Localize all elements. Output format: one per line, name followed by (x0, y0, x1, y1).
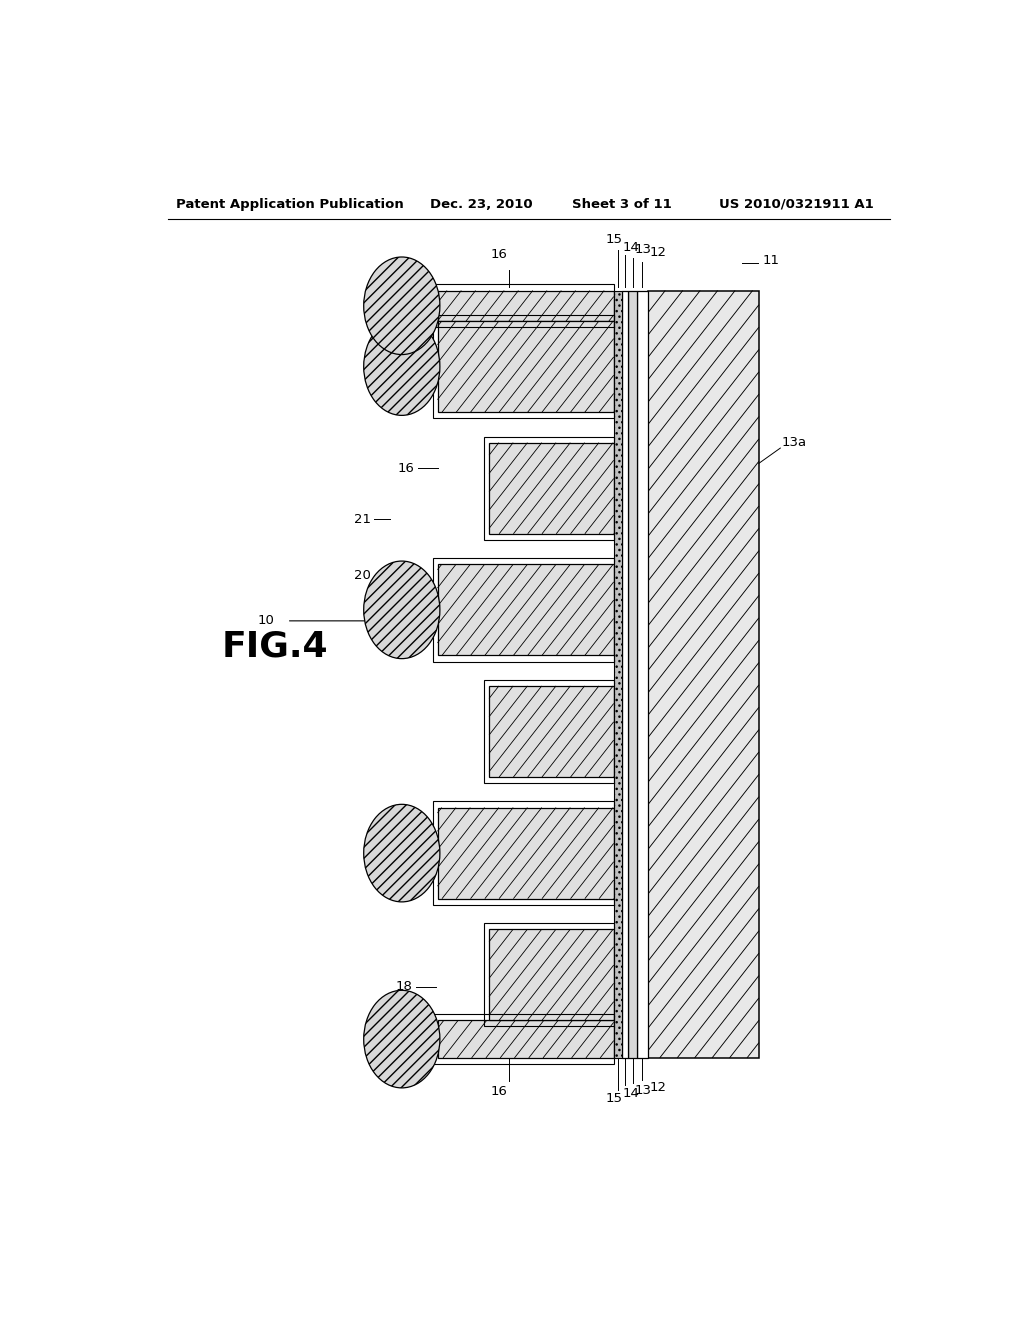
Bar (433, 801, 613, 904)
Text: 12: 12 (649, 1081, 667, 1094)
Text: Dec. 23, 2010: Dec. 23, 2010 (430, 198, 532, 211)
Text: 21: 21 (353, 512, 371, 525)
Circle shape (364, 257, 440, 355)
Bar (437, 564, 613, 656)
Text: 15: 15 (606, 1092, 623, 1105)
Text: 20: 20 (353, 569, 371, 582)
Bar (437, 1020, 613, 1057)
Text: Patent Application Publication: Patent Application Publication (176, 198, 403, 211)
Bar (484, 923, 613, 1027)
Bar (489, 442, 613, 533)
Circle shape (364, 804, 440, 902)
Text: 11: 11 (762, 253, 779, 267)
Text: 16: 16 (490, 1085, 507, 1098)
Text: 15: 15 (606, 234, 623, 247)
Circle shape (364, 561, 440, 659)
Text: 13: 13 (635, 243, 651, 256)
Bar (437, 808, 613, 899)
Bar (613, 290, 622, 1057)
Text: 13a: 13a (781, 437, 806, 450)
Bar (433, 558, 613, 661)
Text: 18: 18 (395, 981, 413, 993)
Bar (437, 321, 613, 412)
Text: 13: 13 (635, 1084, 651, 1097)
Bar (437, 290, 613, 321)
Circle shape (364, 990, 440, 1088)
Bar (648, 290, 759, 1057)
Text: US 2010/0321911 A1: US 2010/0321911 A1 (719, 198, 873, 211)
Bar (433, 284, 613, 327)
Bar (489, 686, 613, 777)
Text: 16: 16 (490, 248, 507, 261)
Text: 16: 16 (397, 462, 414, 475)
Text: 12: 12 (649, 247, 667, 260)
Text: 14: 14 (623, 1086, 640, 1100)
Bar (638, 290, 648, 1057)
Bar (433, 315, 613, 418)
Bar (484, 437, 613, 540)
Text: FIG.4: FIG.4 (221, 630, 328, 663)
Text: 18: 18 (395, 355, 413, 368)
Text: Sheet 3 of 11: Sheet 3 of 11 (572, 198, 672, 211)
Circle shape (364, 318, 440, 416)
Text: 14: 14 (623, 242, 640, 255)
Bar (622, 290, 628, 1057)
Bar (484, 680, 613, 783)
Bar (489, 929, 613, 1020)
Bar (433, 1014, 613, 1064)
Bar (628, 290, 638, 1057)
Text: 10: 10 (258, 614, 274, 627)
